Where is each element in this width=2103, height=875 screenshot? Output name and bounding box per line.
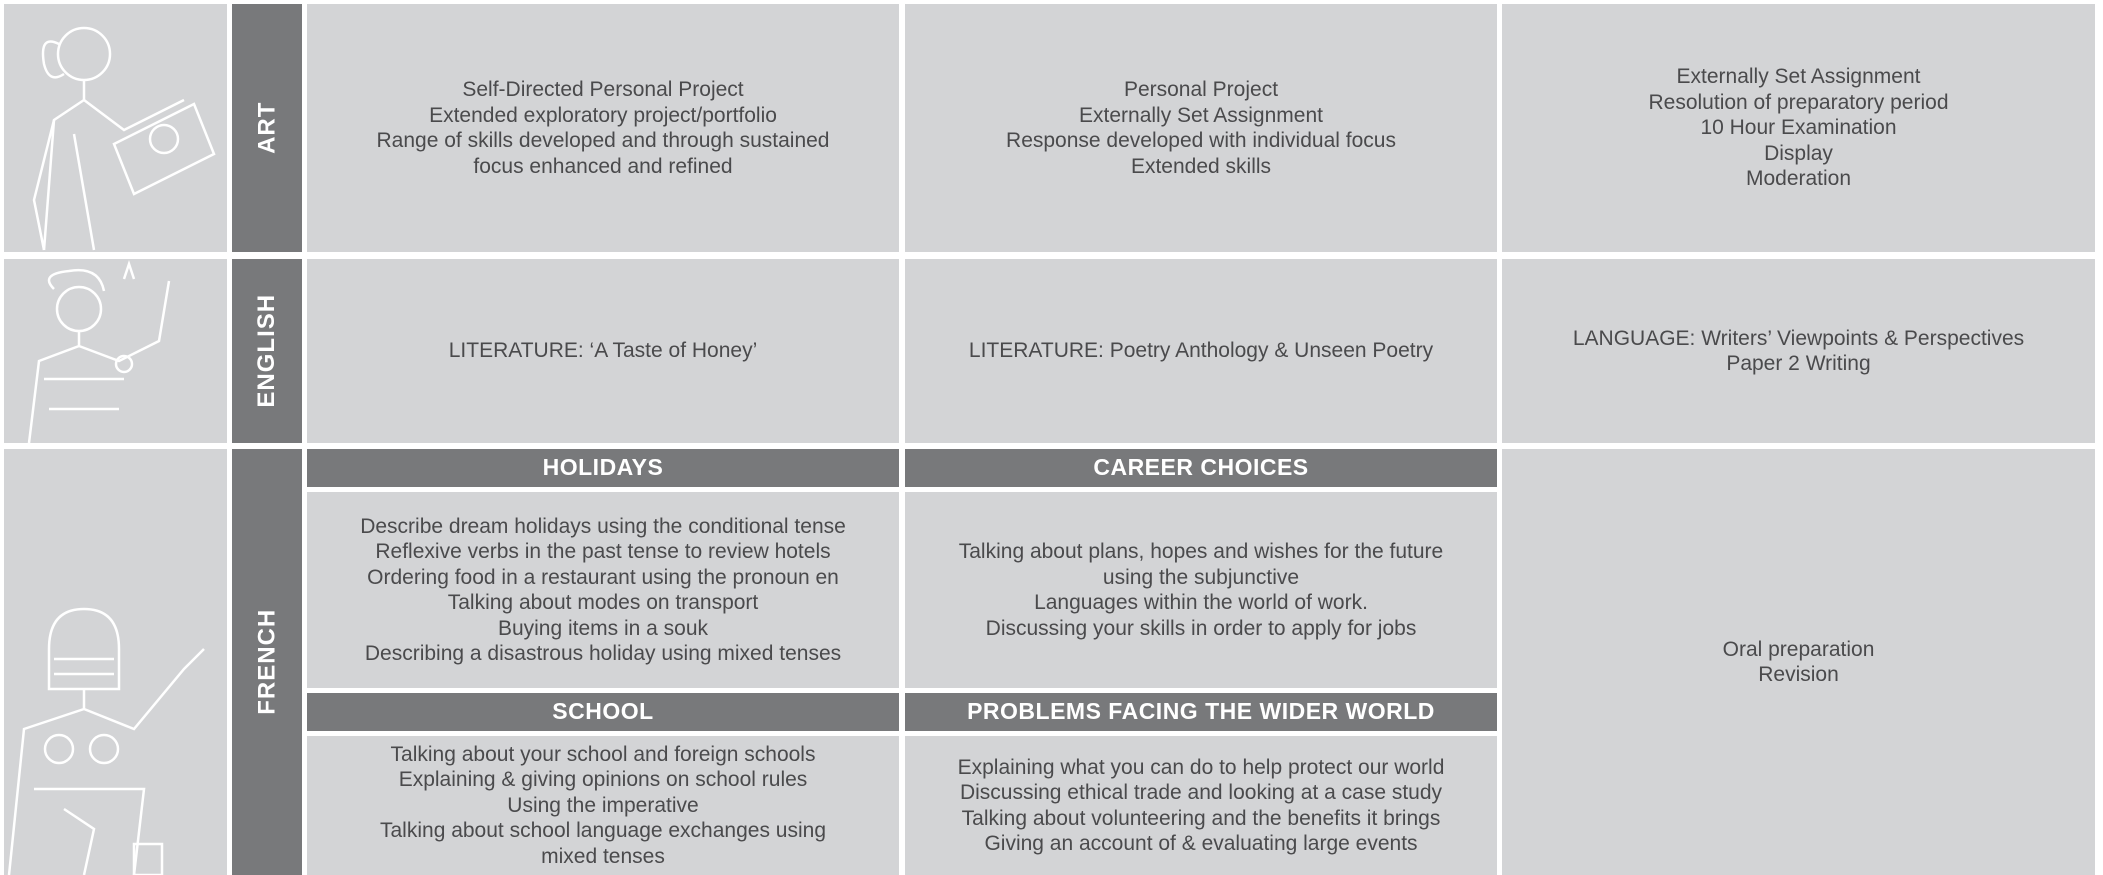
content-line: Revision [1758, 663, 1839, 686]
content-line: Talking about modes on transport [447, 591, 759, 614]
content-line: Explaining & giving opinions on school r… [398, 768, 808, 792]
content-line: LANGUAGE: Writers’ Viewpoints & Perspect… [1572, 326, 2025, 350]
subject-cell: ART [232, 4, 302, 252]
content-line: Discussing your skills in order to apply… [985, 616, 1417, 640]
topic-header: PROBLEMS FACING THE WIDER WORLD [905, 693, 1497, 731]
content-cell: Externally Set Assignment Resolution of p… [1502, 4, 2095, 252]
subject-label: ART [253, 101, 281, 155]
subject-label: ENGLISH [253, 294, 281, 408]
content-cell: LITERATURE: ‘A Taste of Honey’ [307, 259, 899, 443]
content-line: Display [1764, 141, 1833, 165]
content-line: mixed tenses [541, 844, 665, 868]
content-line: Talking about your school and foreign sc… [390, 742, 816, 766]
topic-heading: SCHOOL [552, 698, 654, 725]
topic-heading: CAREER CHOICES [1093, 454, 1309, 481]
illustration-cell [4, 259, 227, 443]
content-line: Languages within the world of work. [1034, 591, 1368, 614]
content-cell: Oral preparation Revision [1502, 449, 2095, 875]
content-cell: LANGUAGE: Writers’ Viewpoints & Perspect… [1502, 259, 2095, 443]
content-line: Describe dream holidays using the condit… [360, 514, 846, 538]
topic-cell: Talking about plans, hopes and wishes fo… [905, 492, 1497, 688]
topic-heading: PROBLEMS FACING THE WIDER WORLD [967, 698, 1435, 725]
french-figure [7, 607, 205, 875]
content-line: LITERATURE: ‘A Taste of Honey’ [448, 339, 758, 363]
topic-heading: HOLIDAYS [542, 454, 664, 481]
topic-header: SCHOOL [307, 693, 899, 731]
content-line: using the subjunctive [1102, 565, 1300, 589]
content-line: Oral preparation [1722, 637, 1875, 661]
content-line: Externally Set Assignment [1676, 65, 1921, 89]
content-line: Buying items in a souk [497, 616, 709, 640]
content-line: Moderation [1745, 167, 1852, 191]
content-line: Externally Set Assignment [1079, 103, 1323, 127]
content-line: Talking about volunteering and the benef… [961, 806, 1441, 830]
illustration-cell [4, 449, 227, 875]
english-figure [27, 260, 171, 443]
illustration-cell [4, 4, 227, 252]
content-line: Giving an account of & evaluating large … [984, 832, 1418, 855]
content-line: Range of skills developed and through su… [376, 129, 830, 152]
content-line: LITERATURE: Poetry Anthology & Unseen Po… [968, 339, 1434, 363]
content-cell: Personal Project Externally Set Assignmen… [905, 4, 1497, 252]
content-line: Paper 2 Writing [1726, 352, 1871, 375]
content-line: Extended exploratory project/portfolio [429, 103, 777, 127]
content-line: 10 Hour Examination [1700, 116, 1897, 140]
topic-header: CAREER CHOICES [905, 449, 1497, 487]
topic-cell: Explaining what you can do to help prote… [905, 736, 1497, 875]
content-line: Self-Directed Personal Project [462, 78, 744, 101]
subject-cell: FRENCH [232, 449, 302, 875]
content-line: Discussing ethical trade and looking at … [959, 781, 1443, 804]
content-line: Resolution of preparatory period [1648, 90, 1949, 114]
content-line: Reflexive verbs in the past tense to rev… [375, 540, 831, 563]
content-cell: Self-Directed Personal Project Extended e… [307, 4, 899, 252]
topic-header: HOLIDAYS [307, 449, 899, 487]
topic-cell: Describe dream holidays using the condit… [307, 492, 899, 688]
content-line: Explaining what you can do to help prote… [957, 755, 1445, 779]
topic-cell: Talking about your school and foreign sc… [307, 736, 899, 875]
content-line: Using the imperative [507, 793, 699, 817]
content-line: Personal Project [1123, 78, 1279, 101]
subject-cell: ENGLISH [232, 259, 302, 443]
content-line: Ordering food in a restaurant using the … [367, 565, 839, 589]
art-figure [32, 26, 216, 251]
content-line: Extended skills [1130, 154, 1272, 178]
content-line: Talking about school language exchanges … [380, 819, 826, 843]
content-line: focus enhanced and refined [473, 154, 733, 178]
content-line: Response developed with individual focus [1006, 129, 1396, 152]
content-line: Talking about plans, hopes and wishes fo… [958, 540, 1444, 563]
content-cell: LITERATURE: Poetry Anthology & Unseen Po… [905, 259, 1497, 443]
content-line: Describing a disastrous holiday using mi… [364, 642, 842, 665]
subject-label: FRENCH [253, 609, 281, 715]
